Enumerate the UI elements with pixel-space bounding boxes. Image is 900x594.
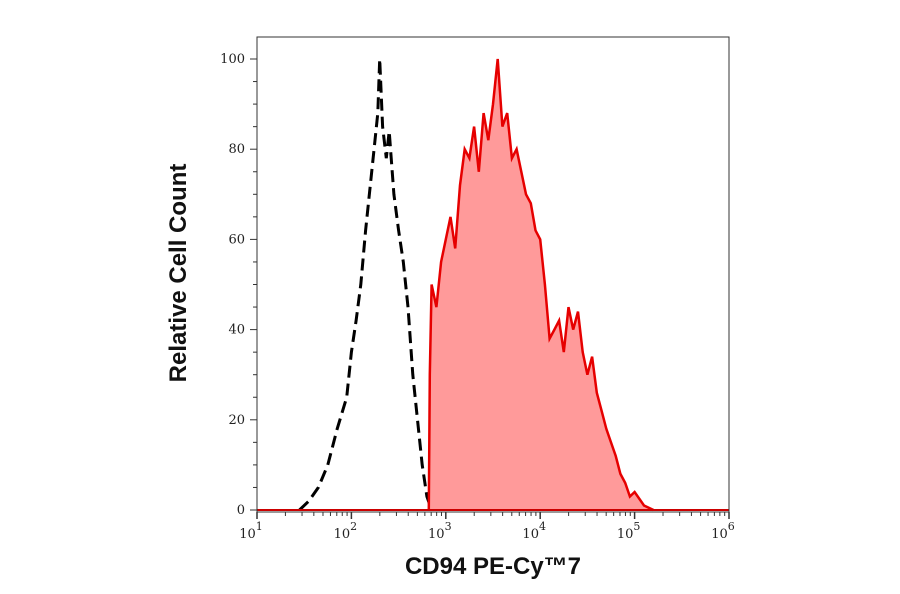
- x-tick-label: 105: [617, 520, 641, 542]
- y-tick-label: 40: [228, 323, 245, 338]
- y-tick-label: 100: [220, 52, 245, 67]
- series-fill-1: [428, 59, 654, 510]
- y-tick-label: 60: [228, 232, 245, 247]
- series-line-1: [427, 58, 655, 512]
- x-tick-label: 103: [428, 520, 452, 542]
- x-tick-label: 101: [239, 520, 263, 542]
- x-tick-label: 106: [711, 520, 735, 542]
- series-line-0: [298, 58, 434, 512]
- plot-frame: [256, 36, 730, 513]
- x-axis-label: CD94 PE-Cy™7: [405, 553, 581, 580]
- y-axis-label: Relative Cell Count: [165, 164, 192, 383]
- y-tick-label: 0: [237, 503, 245, 518]
- x-tick-label: 102: [334, 520, 358, 542]
- x-tick-label: 104: [522, 520, 546, 542]
- y-tick-label: 20: [228, 413, 245, 428]
- y-tick-label: 80: [228, 142, 245, 157]
- plot-area: 0 20 40 60 80 100 101 102 103 104 105 106: [220, 36, 735, 542]
